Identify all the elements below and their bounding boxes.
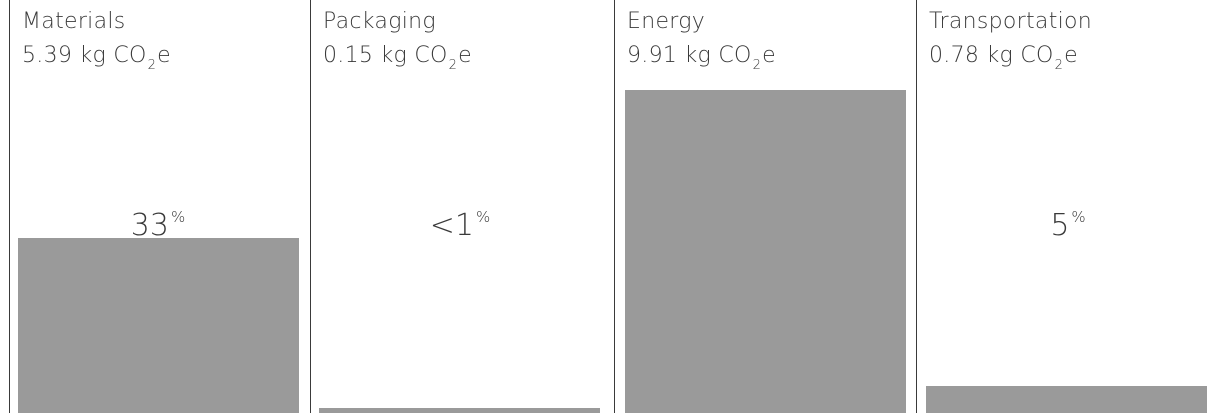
percent-label: <1% [320, 208, 600, 248]
amount-subscript: 2 [752, 58, 762, 73]
percent-value: <1 [429, 208, 474, 243]
column-divider [310, 0, 311, 413]
amount-suffix: e [1064, 43, 1079, 68]
column-transportation: Transportation 0.78 kg CO2e 5% [916, 0, 1217, 413]
column-packaging: Packaging 0.15 kg CO2e <1% [310, 0, 612, 413]
category-amount: 9.91 kg CO2e [627, 42, 776, 73]
amount-text: 5.39 kg CO [22, 43, 147, 68]
amount-subscript: 2 [147, 58, 157, 73]
category-label: Energy [627, 9, 706, 34]
bar-transportation [926, 386, 1207, 413]
column-energy: Energy 9.91 kg CO2e 61% [614, 0, 916, 413]
percent-label: 33% [18, 208, 298, 248]
amount-subscript: 2 [1054, 58, 1064, 73]
amount-suffix: e [762, 43, 777, 68]
percent-symbol: % [1071, 208, 1086, 226]
category-amount: 0.15 kg CO2e [323, 42, 472, 73]
category-amount: 5.39 kg CO2e [22, 42, 171, 73]
column-divider [614, 0, 615, 413]
percent-label: 5% [928, 208, 1208, 248]
percent-value: 33 [130, 208, 169, 243]
category-amount: 0.78 kg CO2e [929, 42, 1078, 73]
category-label: Materials [22, 9, 126, 34]
column-materials: Materials 5.39 kg CO2e 33% [9, 0, 301, 413]
percent-value: 5 [1050, 208, 1070, 243]
percent-symbol: % [475, 208, 491, 226]
percent-symbol: % [170, 208, 186, 226]
amount-subscript: 2 [448, 58, 458, 73]
bar-energy [625, 90, 906, 413]
column-divider [9, 0, 10, 413]
bar-materials [18, 238, 299, 413]
category-label: Packaging [323, 9, 436, 34]
amount-suffix: e [458, 43, 473, 68]
amount-suffix: e [157, 43, 172, 68]
bar-packaging [319, 408, 600, 413]
category-label: Transportation [929, 9, 1093, 34]
column-divider [916, 0, 917, 413]
amount-text: 0.15 kg CO [323, 43, 448, 68]
amount-text: 0.78 kg CO [929, 43, 1054, 68]
amount-text: 9.91 kg CO [627, 43, 752, 68]
